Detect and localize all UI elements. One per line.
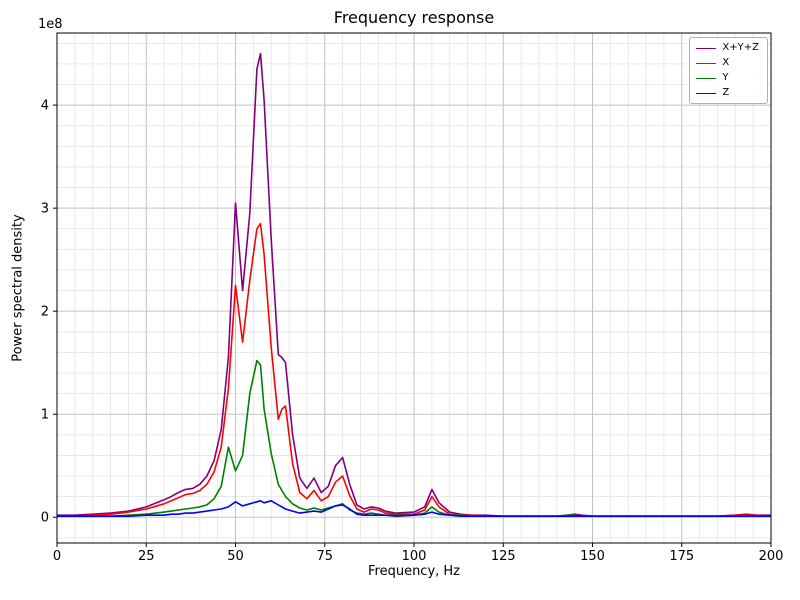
x-tick-label: 75	[316, 549, 333, 564]
legend-line-swatch	[696, 92, 717, 94]
x-tick-label: 175	[669, 549, 694, 564]
y-tick-label: 3	[41, 202, 49, 217]
y-tick-label: 1	[41, 408, 49, 423]
legend-line-swatch	[696, 47, 717, 49]
x-tick-label: 200	[759, 549, 784, 564]
legend-label: Z	[722, 87, 730, 98]
legend-label: X+Y+Z	[722, 42, 759, 53]
legend-item-Z: Z	[696, 87, 759, 99]
legend-label: Y	[722, 72, 729, 83]
y-axis-offset-text: 1e8	[38, 17, 63, 32]
x-tick-label: 150	[580, 549, 605, 564]
x-tick-label: 50	[227, 549, 244, 564]
x-axis-label: Frequency, Hz	[367, 564, 461, 579]
x-tick-label: 0	[53, 549, 61, 564]
y-tick-label: 0	[41, 511, 49, 526]
legend-item-Y: Y	[696, 72, 759, 84]
legend-line-swatch	[696, 62, 717, 64]
legend-item-X: X	[696, 57, 759, 69]
x-tick-label: 100	[402, 549, 427, 564]
legend-line-swatch	[696, 77, 717, 79]
legend-item-X+Y+Z: X+Y+Z	[696, 42, 759, 54]
legend: X+Y+Z X Y Z	[689, 37, 768, 104]
series-line-Z	[57, 499, 771, 518]
chart-title: Frequency response	[333, 8, 495, 27]
y-tick-label: 2	[41, 305, 49, 320]
x-tick-label: 25	[138, 549, 155, 564]
x-tick-label: 125	[491, 549, 516, 564]
y-tick-label: 4	[41, 99, 49, 114]
legend-label: X	[722, 57, 730, 68]
y-axis-label: Power spectral density	[10, 214, 26, 362]
